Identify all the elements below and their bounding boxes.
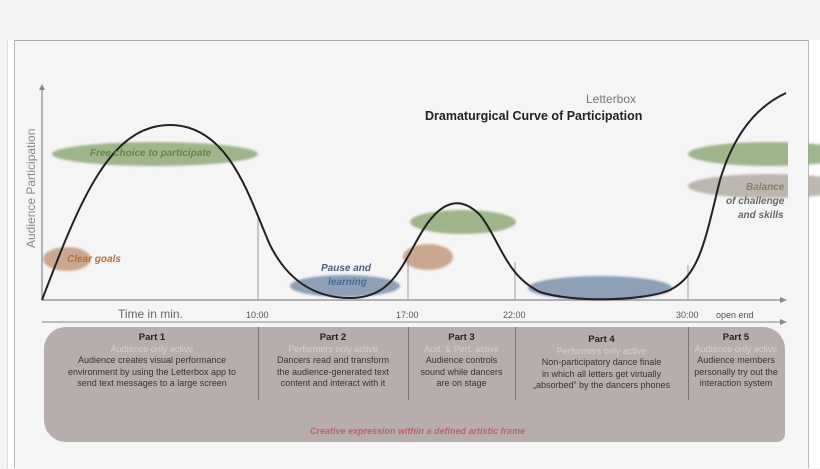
part4-blue-ellipse [528,276,672,300]
balance-label-2: of challenge [726,196,785,207]
y-axis-label: Audience Participation [24,128,38,248]
part-3: Part 3 Aud. & Perf. active Audience cont… [420,332,503,388]
tick-open-end: open end [716,310,754,320]
part-1: Part 1 Audience only active Audience cre… [67,332,237,388]
free-choice-ellipse [52,142,258,166]
balance-label-1: Balance [746,182,785,193]
participation-curve [41,92,787,301]
pause-learning-label-1: Pause and [321,263,372,274]
clear-goals-label: Clear goals [67,254,121,265]
part3-brown-ellipse [403,244,453,270]
phases-panel [44,327,785,442]
tick-30: 30:00 [676,310,699,320]
chart-subtitle: Letterbox [586,92,637,106]
tick-17: 17:00 [396,310,419,320]
part-4: Part 4 Performers only active Non-partic… [532,334,671,390]
chart-title: Dramaturgical Curve of Participation [425,109,643,123]
tick-10: 10:00 [246,310,269,320]
part3-green-ellipse [410,210,516,234]
part5-green-ellipse [688,142,820,166]
frame-left-border [7,40,15,468]
tick-22: 22:00 [503,310,526,320]
balance-label-3: and skills [738,210,784,221]
pause-learning-label-2: learning [328,277,367,288]
part-5: Part 5 Audience only active Audience mem… [694,332,778,388]
part-2: Part 2 Performers only active Dancers re… [276,332,390,388]
footer-caption: Creative expression within a defined art… [310,426,526,436]
free-choice-label: Free choice to participate [90,148,212,159]
x-axis-label: Time in min. [118,307,183,321]
